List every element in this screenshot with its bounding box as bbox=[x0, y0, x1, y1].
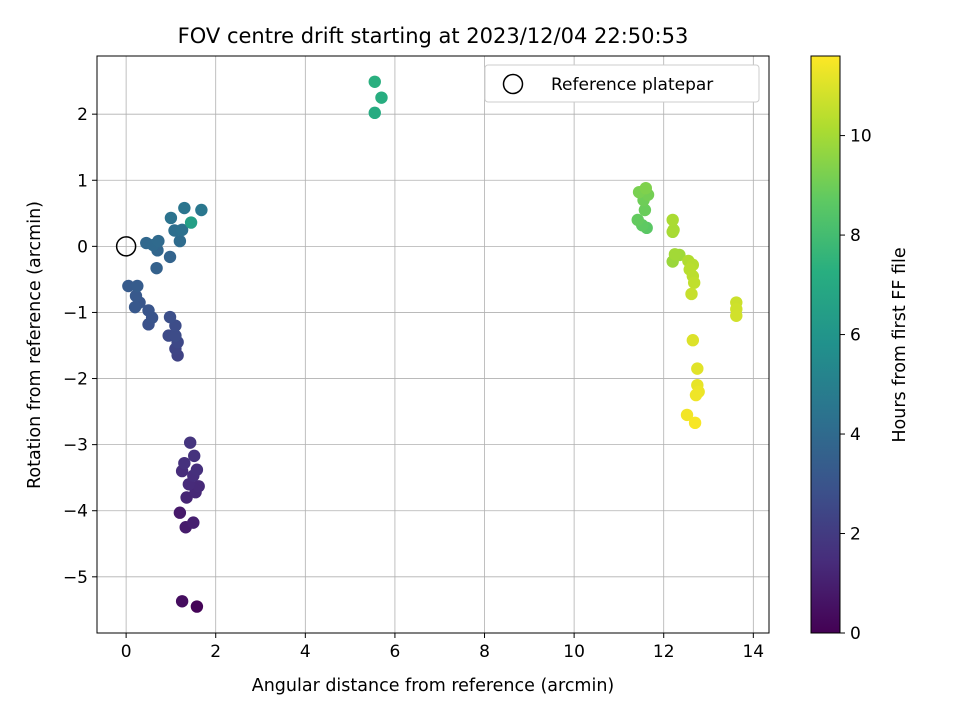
x-tick-label: 4 bbox=[300, 642, 311, 662]
data-point bbox=[639, 181, 652, 195]
data-point bbox=[680, 408, 694, 422]
x-tick-label: 14 bbox=[742, 642, 764, 662]
data-point bbox=[142, 304, 155, 317]
data-point bbox=[163, 310, 177, 324]
data-point bbox=[122, 279, 135, 293]
y-axis-ticks: −5 −4 −3 −2 −1 0 1 2 bbox=[63, 105, 97, 588]
data-point bbox=[195, 203, 208, 217]
y-tick-label: −1 bbox=[63, 303, 88, 323]
x-axis-ticks: 0 2 4 6 8 10 12 14 bbox=[121, 633, 764, 662]
data-point bbox=[631, 213, 644, 227]
colorbar-tick-label: 2 bbox=[850, 525, 861, 545]
data-point bbox=[190, 600, 204, 613]
data-point bbox=[175, 595, 189, 608]
colorbar-tick-label: 0 bbox=[850, 624, 861, 644]
x-tick-label: 2 bbox=[210, 642, 221, 662]
colorbar-tick-label: 8 bbox=[850, 226, 861, 246]
data-point bbox=[175, 223, 189, 237]
legend-marker-icon bbox=[502, 73, 524, 95]
data-point bbox=[169, 329, 182, 342]
data-point bbox=[164, 211, 178, 225]
grid-lines bbox=[97, 56, 769, 633]
colorbar-label: Hours from first FF file bbox=[890, 247, 910, 442]
data-point bbox=[686, 334, 700, 347]
data-point bbox=[691, 362, 704, 375]
data-point bbox=[638, 203, 652, 217]
data-point bbox=[188, 449, 201, 463]
x-tick-label: 10 bbox=[563, 642, 585, 662]
x-tick-label: 8 bbox=[479, 642, 490, 662]
data-point bbox=[152, 234, 165, 248]
colorbar: 0 2 4 6 8 10 Hours from first FF file bbox=[810, 55, 910, 644]
data-point bbox=[192, 480, 205, 493]
data-point bbox=[183, 436, 197, 449]
x-tick-label: 0 bbox=[121, 642, 132, 662]
data-point bbox=[178, 456, 191, 470]
colorbar-ticks: 0 2 4 6 8 10 bbox=[840, 127, 872, 644]
data-point bbox=[190, 463, 204, 476]
y-tick-label: −4 bbox=[63, 502, 88, 522]
y-tick-label: −5 bbox=[63, 568, 88, 588]
plot-frame bbox=[96, 55, 770, 634]
data-point bbox=[368, 106, 381, 120]
y-tick-label: −2 bbox=[63, 370, 88, 390]
y-tick-label: 1 bbox=[77, 171, 88, 191]
chart-title: FOV centre drift starting at 2023/12/04 … bbox=[178, 24, 689, 48]
data-point bbox=[668, 248, 682, 261]
y-tick-label: −3 bbox=[63, 436, 88, 456]
data-point bbox=[131, 279, 144, 293]
colorbar-tick-label: 10 bbox=[850, 127, 872, 147]
data-point bbox=[689, 388, 703, 402]
data-points bbox=[122, 75, 743, 613]
data-point bbox=[685, 287, 698, 301]
x-tick-label: 6 bbox=[390, 642, 401, 662]
data-point bbox=[666, 213, 679, 227]
y-axis-label: Rotation from reference (arcmin) bbox=[25, 201, 45, 489]
data-point bbox=[375, 91, 388, 104]
data-point bbox=[184, 216, 198, 229]
legend-box bbox=[484, 64, 760, 103]
legend-label: Reference platepar bbox=[551, 75, 713, 95]
x-axis-label: Angular distance from reference (arcmin) bbox=[252, 676, 615, 696]
data-point bbox=[688, 416, 702, 430]
data-point bbox=[128, 300, 142, 314]
data-point bbox=[129, 289, 143, 303]
y-tick-label: 2 bbox=[77, 105, 88, 125]
colorbar-gradient bbox=[810, 55, 841, 634]
data-point bbox=[687, 276, 701, 289]
data-point bbox=[163, 250, 177, 264]
data-point bbox=[173, 506, 187, 519]
data-point bbox=[150, 261, 163, 275]
colorbar-tick-label: 4 bbox=[850, 425, 861, 445]
data-point bbox=[730, 309, 743, 322]
data-point bbox=[187, 516, 200, 529]
data-point bbox=[178, 201, 191, 215]
colorbar-tick-label: 6 bbox=[850, 326, 861, 346]
data-point bbox=[368, 75, 381, 88]
x-tick-label: 12 bbox=[653, 642, 675, 662]
y-tick-label: 0 bbox=[77, 237, 88, 257]
data-point bbox=[180, 491, 193, 504]
reference-platepar-marker bbox=[115, 236, 137, 257]
legend: Reference platepar bbox=[484, 64, 760, 103]
data-point bbox=[173, 234, 187, 248]
data-point bbox=[667, 223, 680, 237]
